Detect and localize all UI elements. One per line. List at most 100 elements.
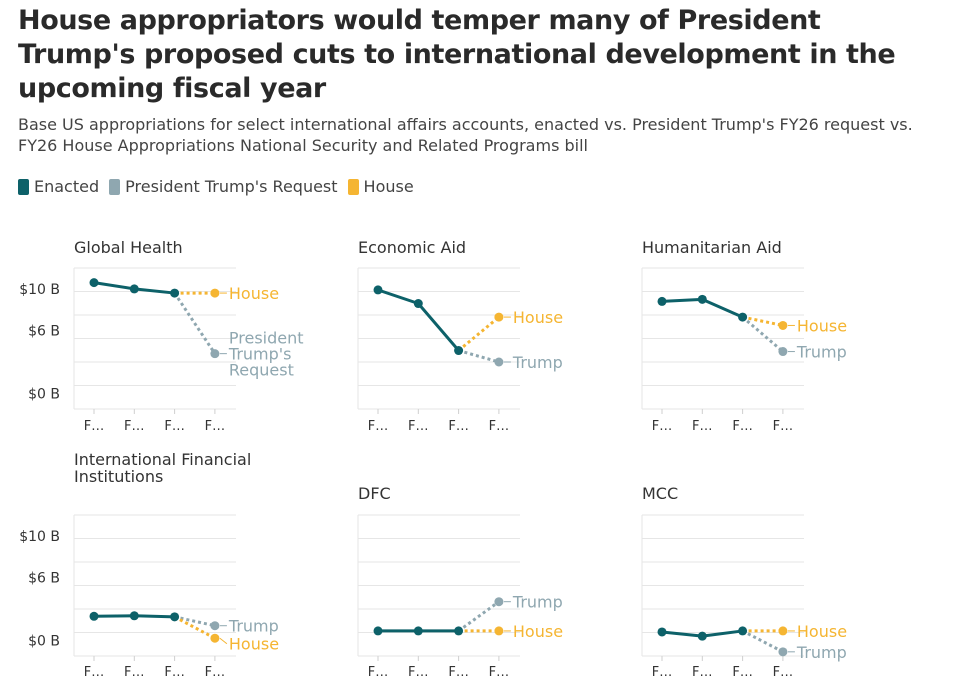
y-tick-label: $6 B <box>28 571 60 587</box>
panel-title: DFC <box>358 484 391 503</box>
panel-6: MCC F… F… F… F… House Trump <box>641 484 847 680</box>
house-end-label: House <box>513 622 563 641</box>
legend-item-request: President Trump's Request <box>109 177 338 196</box>
x-tick-label: F… <box>408 665 428 680</box>
request-end-label-line: Trump <box>512 353 563 372</box>
x-tick-label: F… <box>124 419 144 434</box>
house-point <box>494 312 504 322</box>
panel-title-line: Economic Aid <box>358 238 466 257</box>
panel-title-line: MCC <box>642 484 678 503</box>
enacted-point <box>738 626 748 636</box>
enacted-point <box>170 288 180 298</box>
house-end-label: House <box>229 635 279 654</box>
request-end-label: Trump <box>512 593 563 612</box>
panel-5: DFC F… F… F… F… House Trump <box>357 484 563 680</box>
x-tick-label: F… <box>652 419 672 434</box>
house-line <box>173 615 216 640</box>
legend-swatch-house <box>347 178 359 195</box>
legend-swatch-request <box>109 178 121 195</box>
x-tick-label: F… <box>652 665 672 680</box>
request-end-label-line: Trump's <box>228 345 292 364</box>
house-point <box>210 633 220 643</box>
request-point <box>494 357 504 367</box>
house-label-leader <box>219 637 228 645</box>
enacted-point <box>413 626 423 636</box>
panel-title: Global Health <box>74 238 183 257</box>
x-tick-label: F… <box>448 665 468 680</box>
request-point <box>210 621 220 631</box>
x-tick-label: F… <box>84 665 104 680</box>
enacted-point <box>413 299 423 309</box>
request-line <box>174 615 216 628</box>
panel-title-line: Global Health <box>74 238 183 257</box>
panel-1: Global Health $0 B $6 B $10 B F… F… F… F… House P… <box>19 238 303 434</box>
x-tick-label: F… <box>408 419 428 434</box>
request-end-label-line: Trump <box>796 643 847 662</box>
house-end-label: House <box>797 622 847 641</box>
enacted-point <box>657 627 667 637</box>
panel-title-line: DFC <box>358 484 391 503</box>
legend-swatch-enacted <box>18 178 29 195</box>
request-end-label: Trump <box>796 643 847 662</box>
panel-title-line: Humanitarian Aid <box>642 238 782 257</box>
panel-title: Economic Aid <box>358 238 466 257</box>
request-line <box>741 629 784 654</box>
x-tick-label: F… <box>368 665 388 680</box>
enacted-point <box>454 626 464 636</box>
x-tick-label: F… <box>773 419 793 434</box>
request-end-label: Trump <box>796 343 847 362</box>
request-line <box>457 600 500 633</box>
request-point <box>778 647 788 657</box>
request-end-label: President Trump's Request <box>228 329 304 380</box>
enacted-point <box>129 611 139 621</box>
panel-title-line: International Financial <box>74 450 251 469</box>
y-tick-label: $0 B <box>28 386 60 402</box>
house-line <box>457 315 500 352</box>
legend: Enacted President Trump's Request House <box>18 177 424 196</box>
y-tick-label: $6 B <box>28 324 60 340</box>
chart-subtitle: Base US appropriations for select intern… <box>18 115 913 155</box>
y-tick-label: $10 B <box>19 282 60 298</box>
house-line <box>742 315 784 327</box>
panel-title: MCC <box>642 484 678 503</box>
x-tick-label: F… <box>164 419 184 434</box>
request-end-label-line: Trump <box>228 617 279 636</box>
x-tick-label: F… <box>124 665 144 680</box>
x-tick-label: F… <box>732 665 752 680</box>
enacted-point <box>738 312 748 322</box>
x-tick-label: F… <box>448 419 468 434</box>
enacted-point <box>454 346 464 356</box>
y-tick-label: $10 B <box>19 529 60 545</box>
enacted-point <box>89 278 99 288</box>
y-tick-label: $0 B <box>28 633 60 649</box>
house-point <box>494 626 504 636</box>
panel-title-line: Institutions <box>74 467 163 486</box>
house-end-label: House <box>513 308 563 327</box>
enacted-point <box>170 612 180 622</box>
x-tick-label: F… <box>84 419 104 434</box>
request-point <box>494 597 504 607</box>
chart-title: House appropriators would temper many of… <box>18 5 896 104</box>
x-tick-label: F… <box>368 419 388 434</box>
x-tick-label: F… <box>692 419 712 434</box>
house-point <box>778 626 788 636</box>
request-point <box>210 349 220 359</box>
enacted-point <box>657 296 667 306</box>
x-tick-label: F… <box>205 665 225 680</box>
panel-4: International Financial Institutions $0 B $… <box>19 450 279 680</box>
house-end-label: House <box>797 316 847 335</box>
x-tick-label: F… <box>489 665 509 680</box>
panel-title: Humanitarian Aid <box>642 238 782 257</box>
x-tick-label: F… <box>205 419 225 434</box>
enacted-point <box>697 631 707 641</box>
enacted-point <box>373 285 383 295</box>
request-line <box>173 292 217 355</box>
panel-2: Economic Aid F… F… F… F… House Trump <box>357 238 563 434</box>
legend-label-request: President Trump's Request <box>125 177 338 196</box>
request-end-label-line: President <box>229 329 304 348</box>
house-point <box>778 320 788 330</box>
legend-label-enacted: Enacted <box>34 177 100 196</box>
request-point <box>778 347 788 357</box>
x-tick-label: F… <box>692 665 712 680</box>
